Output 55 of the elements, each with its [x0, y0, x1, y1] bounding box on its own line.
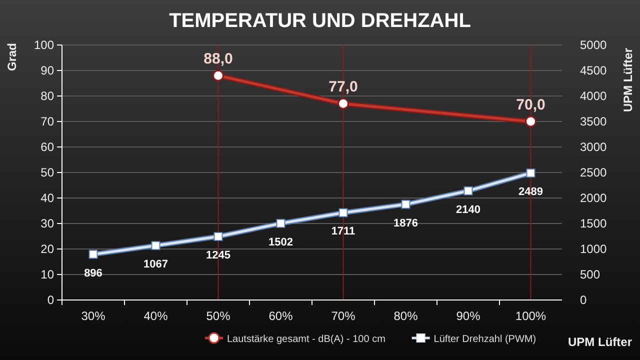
data-label: 2489 — [518, 186, 543, 198]
y-tick-label: 70 — [40, 114, 54, 128]
x-axis-title: UPM Lüfter — [568, 335, 632, 349]
point — [526, 168, 536, 178]
y2-tick-label: 5000 — [580, 38, 608, 52]
data-label: 88,0 — [204, 50, 233, 68]
x-tick-label: 40% — [144, 309, 168, 323]
x-tick-label: 80% — [394, 309, 418, 323]
chart-title: TEMPERATUR UND DREHZAHL — [169, 10, 471, 32]
y2-tick-label: 3000 — [580, 140, 608, 154]
y-tick-label: 60 — [40, 140, 54, 154]
y2-tick-label: 4500 — [580, 64, 608, 78]
x-tick-label: 100% — [515, 309, 546, 323]
point — [338, 208, 348, 218]
data-label: 1067 — [144, 258, 168, 271]
y2-tick-label: 3500 — [580, 114, 608, 128]
x-tick-label: 90% — [456, 309, 481, 323]
y2-tick-label: 4000 — [580, 89, 608, 103]
data-label: 1711 — [331, 226, 356, 238]
x-tick-label: 50% — [206, 309, 231, 323]
y-tick-label: 90 — [40, 64, 54, 78]
legend-label: Lautstärke gesamt - dB(A) - 100 cm — [227, 334, 386, 345]
point — [464, 186, 473, 196]
y2-axis-title: UPM Lüfter — [621, 48, 635, 112]
x-tick-label: 60% — [268, 309, 294, 323]
point — [88, 250, 98, 259]
y-tick-label: 40 — [40, 191, 54, 205]
y-tick-label: 20 — [40, 242, 54, 256]
y2-tick-label: 500 — [580, 268, 600, 282]
y2-tick-label: 1000 — [580, 242, 608, 256]
y2-tick-label: 2500 — [580, 166, 608, 180]
point — [276, 218, 286, 228]
data-label: 1245 — [206, 250, 230, 262]
x-tick-label: 30% — [81, 309, 106, 323]
y2-tick-label: 1500 — [580, 216, 608, 230]
y-tick-label: 50 — [40, 166, 54, 180]
y-tick-label: 100 — [34, 38, 54, 52]
data-label: 2140 — [456, 204, 480, 216]
x-tick-label: 70% — [331, 309, 356, 323]
data-label: 1502 — [268, 236, 293, 248]
point — [214, 232, 223, 242]
y-tick-label: 80 — [40, 89, 54, 103]
point — [401, 200, 410, 209]
data-label: 70,0 — [516, 96, 546, 114]
legend-label: Lüfter Drehzahl (PWM) — [434, 334, 536, 345]
y-tick-label: 0 — [47, 293, 54, 307]
data-label: 77,0 — [328, 78, 358, 96]
y2-tick-label: 2000 — [580, 191, 608, 205]
data-label: 896 — [84, 267, 102, 280]
point — [151, 241, 160, 250]
y2-tick-label: 0 — [580, 293, 587, 307]
y-axis-title: Grad — [5, 42, 19, 72]
y-tick-label: 10 — [40, 268, 54, 282]
data-label: 1876 — [394, 217, 418, 230]
y-tick-label: 30 — [40, 216, 54, 230]
